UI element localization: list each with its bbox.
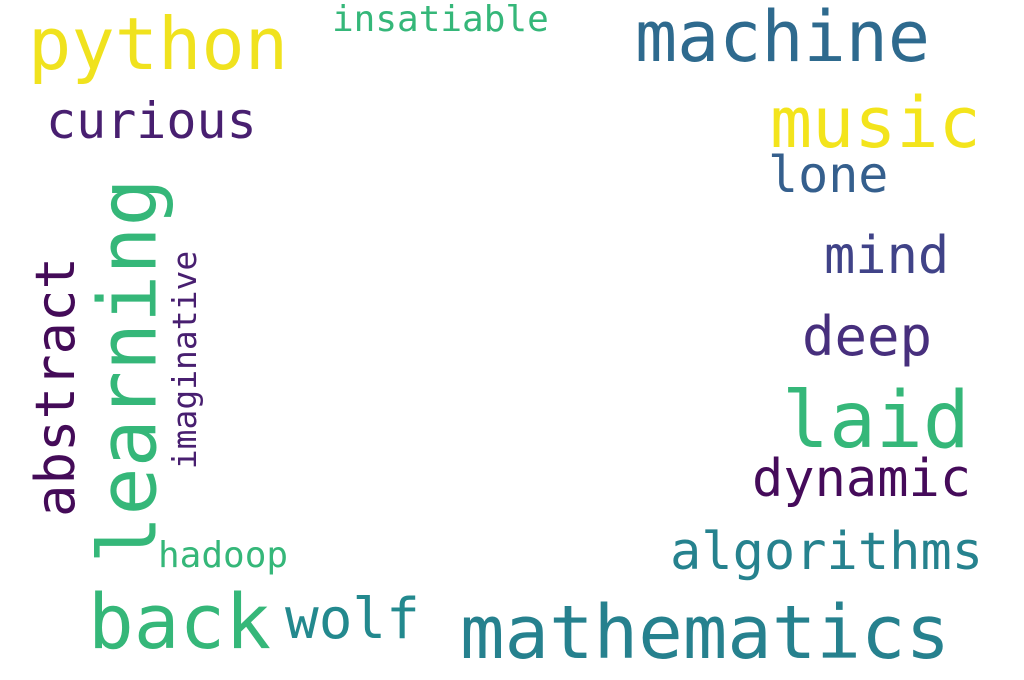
word-music: music — [770, 82, 981, 164]
word-insatiable: insatiable — [332, 0, 549, 40]
word-mind: mind — [824, 226, 950, 286]
word-learning: learning — [81, 178, 175, 564]
word-algorithms: algorithms — [670, 522, 984, 582]
word-laid: laid — [782, 376, 970, 466]
word-lone: lone — [768, 146, 889, 204]
word-python: python — [28, 2, 289, 86]
word-wolf: wolf — [285, 587, 420, 652]
word-curious: curious — [46, 92, 257, 150]
word-imaginative: imaginative — [165, 250, 204, 470]
word-machine: machine — [635, 0, 931, 78]
word-mathematics: mathematics — [460, 590, 951, 676]
word-abstract: abstract — [24, 256, 87, 518]
word-deep: deep — [802, 305, 933, 368]
word-dynamic: dynamic — [752, 449, 972, 509]
word-hadoop: hadoop — [158, 535, 289, 576]
word-back: back — [88, 577, 272, 666]
